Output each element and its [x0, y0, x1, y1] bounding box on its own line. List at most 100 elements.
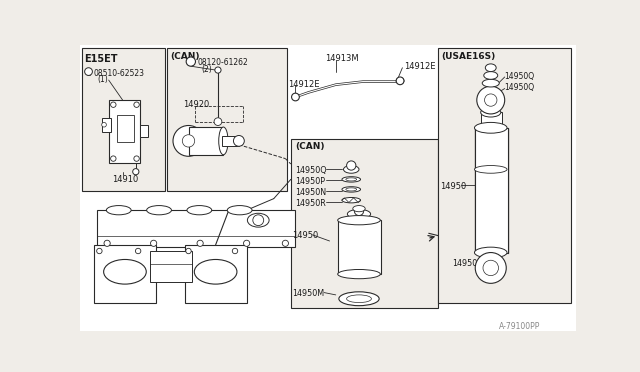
Ellipse shape — [106, 206, 131, 215]
Text: 14950: 14950 — [292, 231, 319, 240]
Bar — [150, 251, 193, 282]
Ellipse shape — [474, 247, 507, 258]
Bar — [189, 127, 223, 155]
Ellipse shape — [248, 213, 269, 227]
Circle shape — [253, 215, 264, 225]
Bar — [117, 115, 134, 142]
Ellipse shape — [396, 78, 404, 84]
Text: 14950N: 14950N — [294, 188, 326, 197]
Ellipse shape — [195, 260, 237, 284]
Circle shape — [97, 248, 102, 254]
Bar — [338, 220, 381, 274]
Ellipse shape — [484, 71, 498, 79]
Ellipse shape — [482, 79, 499, 87]
Text: (1): (1) — [97, 76, 108, 84]
Text: 14920: 14920 — [183, 100, 209, 109]
Ellipse shape — [474, 166, 507, 173]
Ellipse shape — [219, 127, 228, 155]
Ellipse shape — [339, 292, 379, 306]
Text: B: B — [188, 60, 193, 68]
Text: 14950R: 14950R — [294, 199, 325, 208]
Text: 14913M: 14913M — [325, 54, 358, 63]
Ellipse shape — [346, 188, 356, 191]
Bar — [222, 135, 239, 146]
Text: (CAN): (CAN) — [296, 142, 325, 151]
Ellipse shape — [481, 108, 501, 117]
Ellipse shape — [227, 206, 252, 215]
Ellipse shape — [187, 206, 212, 215]
Circle shape — [111, 102, 116, 108]
Bar — [81, 48, 165, 191]
Text: 14950Q: 14950Q — [505, 73, 535, 81]
Ellipse shape — [342, 177, 360, 182]
Ellipse shape — [344, 166, 359, 173]
Text: E15ET: E15ET — [84, 54, 117, 64]
Bar — [94, 245, 156, 302]
Text: 14912E: 14912E — [404, 62, 435, 71]
Bar — [167, 48, 287, 191]
Bar — [97, 210, 294, 247]
Circle shape — [186, 57, 195, 66]
Bar — [481, 112, 502, 129]
Circle shape — [214, 118, 222, 125]
Circle shape — [173, 125, 204, 156]
Circle shape — [476, 253, 506, 283]
Bar — [291, 139, 438, 308]
Circle shape — [215, 67, 221, 73]
Ellipse shape — [347, 295, 371, 302]
Circle shape — [244, 240, 250, 246]
Circle shape — [282, 240, 289, 246]
Text: 14950Q: 14950Q — [294, 166, 326, 175]
Text: A-79100PP: A-79100PP — [499, 322, 540, 331]
Circle shape — [132, 169, 139, 175]
Ellipse shape — [474, 122, 507, 133]
Text: 14950M: 14950M — [452, 259, 484, 268]
Circle shape — [134, 102, 140, 108]
Circle shape — [136, 248, 141, 254]
Circle shape — [477, 86, 505, 114]
Circle shape — [396, 77, 404, 85]
Bar — [438, 48, 572, 302]
Ellipse shape — [147, 206, 172, 215]
Bar — [140, 125, 148, 137]
Bar — [184, 245, 246, 302]
Ellipse shape — [342, 187, 360, 192]
Circle shape — [232, 248, 237, 254]
Text: 08120-61262: 08120-61262 — [197, 58, 248, 67]
Bar — [102, 118, 111, 132]
Circle shape — [102, 122, 106, 127]
Ellipse shape — [342, 198, 360, 203]
Circle shape — [134, 156, 140, 161]
Text: S: S — [86, 71, 91, 77]
Circle shape — [150, 240, 157, 246]
Circle shape — [484, 94, 497, 106]
Text: 14950: 14950 — [440, 182, 466, 191]
Ellipse shape — [104, 260, 147, 284]
Circle shape — [186, 248, 191, 254]
Circle shape — [104, 240, 110, 246]
Text: 14950P: 14950P — [294, 177, 324, 186]
Bar — [476, 128, 508, 253]
Bar — [109, 100, 140, 163]
Text: 08510-62523: 08510-62523 — [93, 68, 144, 77]
Circle shape — [84, 68, 92, 76]
Text: (CAN): (CAN) — [170, 52, 200, 61]
Ellipse shape — [234, 135, 244, 146]
Circle shape — [483, 260, 499, 276]
Text: 14910: 14910 — [113, 175, 139, 184]
Ellipse shape — [338, 269, 380, 279]
Text: 14950M: 14950M — [292, 289, 324, 298]
Text: 14912E: 14912E — [288, 80, 319, 89]
Text: (2): (2) — [201, 65, 212, 74]
Ellipse shape — [485, 64, 496, 71]
Text: (USAE16S): (USAE16S) — [441, 52, 495, 61]
Circle shape — [182, 135, 195, 147]
Circle shape — [111, 156, 116, 161]
Ellipse shape — [338, 216, 380, 225]
Text: 14950Q: 14950Q — [505, 83, 535, 92]
Ellipse shape — [346, 178, 356, 181]
Circle shape — [292, 93, 300, 101]
Circle shape — [197, 240, 204, 246]
Circle shape — [355, 206, 364, 216]
Ellipse shape — [348, 209, 371, 219]
